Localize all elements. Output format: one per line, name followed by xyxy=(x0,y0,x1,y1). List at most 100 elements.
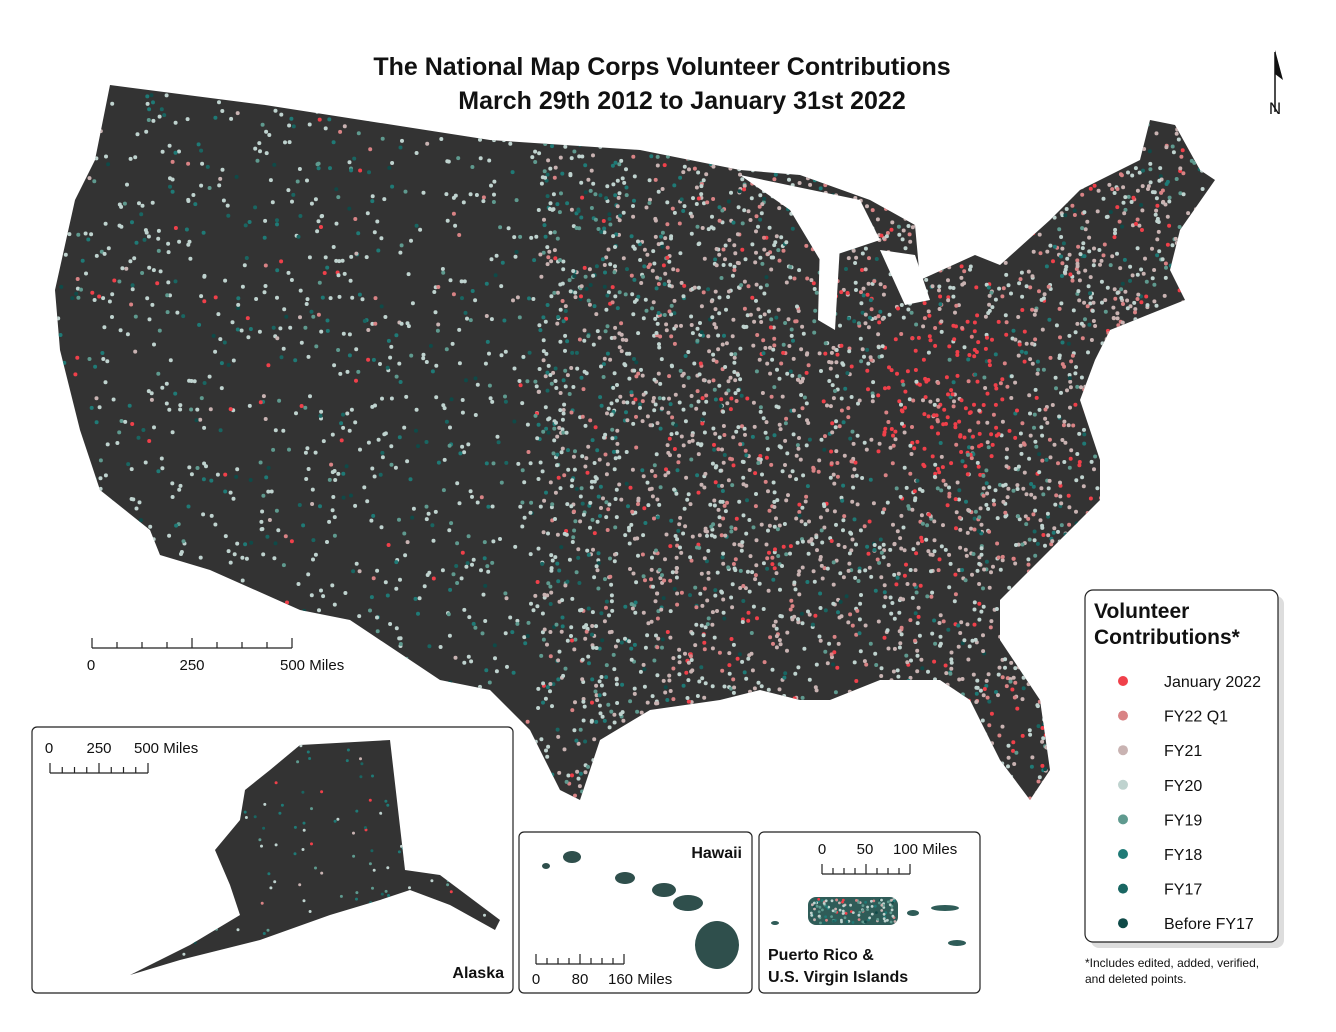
contribution-dot xyxy=(74,684,79,689)
contribution-dot xyxy=(657,567,662,572)
contribution-dot xyxy=(221,198,226,203)
contribution-dot xyxy=(1154,549,1159,554)
contribution-dot xyxy=(902,789,907,794)
contribution-dot xyxy=(682,765,687,770)
contribution-dot xyxy=(758,314,763,319)
contribution-dot xyxy=(741,482,746,487)
contribution-dot xyxy=(613,245,617,249)
contribution-dot xyxy=(704,559,709,564)
contribution-dot xyxy=(966,698,971,703)
contribution-dot xyxy=(759,522,764,527)
contribution-dot xyxy=(1004,455,1009,460)
contribution-dot xyxy=(915,653,920,658)
contribution-dot xyxy=(217,100,221,105)
contribution-dot xyxy=(947,491,952,496)
contribution-dot xyxy=(1214,500,1215,505)
contribution-dot xyxy=(623,636,627,641)
contribution-dot xyxy=(757,775,762,780)
contribution-dot xyxy=(315,109,320,114)
contribution-dot xyxy=(1180,148,1185,153)
contribution-dot xyxy=(164,93,169,98)
contribution-dot xyxy=(264,129,269,134)
contribution-dot xyxy=(870,208,875,213)
contribution-dot xyxy=(461,200,466,205)
contribution-dot xyxy=(1064,803,1068,807)
contribution-dot xyxy=(689,457,694,462)
contribution-dot xyxy=(70,170,75,175)
contribution-dot xyxy=(525,787,530,792)
contribution-dot xyxy=(1103,298,1108,303)
contribution-dot xyxy=(865,714,870,719)
contribution-dot xyxy=(878,754,883,759)
contribution-dot xyxy=(632,357,636,361)
contribution-dot xyxy=(745,569,750,574)
contribution-dot xyxy=(935,762,940,767)
contribution-dot xyxy=(1041,722,1046,727)
contribution-dot xyxy=(784,416,789,421)
contribution-dot xyxy=(555,727,560,732)
contribution-dot xyxy=(189,379,194,383)
contribution-dot xyxy=(965,622,970,627)
contribution-dot xyxy=(1030,361,1035,366)
contribution-dot xyxy=(918,151,923,156)
contribution-dot xyxy=(908,156,912,161)
contribution-dot xyxy=(773,619,778,624)
contribution-dot xyxy=(742,183,747,188)
contribution-dot xyxy=(923,376,928,381)
contribution-dot xyxy=(558,155,563,160)
contribution-dot xyxy=(841,714,846,719)
contribution-dot xyxy=(865,733,870,738)
contribution-dot xyxy=(1211,147,1215,152)
contribution-dot xyxy=(984,157,989,162)
contribution-dot xyxy=(702,647,707,652)
contribution-dot xyxy=(1101,422,1106,427)
contribution-dot xyxy=(713,588,718,593)
contribution-dot xyxy=(890,220,895,225)
contribution-dot xyxy=(668,635,673,640)
contribution-dot xyxy=(1115,205,1120,210)
contribution-dot xyxy=(144,230,149,235)
contribution-dot xyxy=(428,112,433,117)
contribution-dot xyxy=(613,525,618,530)
contribution-dot xyxy=(76,632,81,637)
contribution-dot xyxy=(574,738,579,743)
contribution-dot xyxy=(1069,448,1074,453)
contribution-dot xyxy=(1095,404,1099,409)
contribution-dot xyxy=(1024,341,1029,346)
contribution-dot xyxy=(459,279,464,284)
contribution-dot xyxy=(602,356,607,361)
contribution-dot xyxy=(694,622,699,627)
contribution-dot xyxy=(239,328,244,333)
contribution-dot xyxy=(77,510,82,515)
contribution-dot xyxy=(603,329,608,334)
contribution-dot xyxy=(1018,443,1023,448)
contribution-dot xyxy=(1044,264,1049,269)
contribution-dot xyxy=(702,256,707,261)
contribution-dot xyxy=(695,545,699,550)
contribution-dot xyxy=(592,737,597,742)
contribution-dot xyxy=(784,240,789,245)
contribution-dot xyxy=(771,325,776,330)
contribution-dot xyxy=(692,166,697,171)
contribution-dot xyxy=(490,504,495,509)
contribution-dot xyxy=(772,802,776,806)
contribution-dot xyxy=(622,362,627,367)
contribution-dot xyxy=(1132,395,1137,400)
contribution-dot xyxy=(854,255,859,260)
contribution-dot xyxy=(771,721,776,726)
contribution-dot xyxy=(656,282,661,286)
contribution-dot xyxy=(1163,202,1168,207)
contribution-dot xyxy=(467,615,472,620)
contribution-dot xyxy=(613,264,617,269)
contribution-dot xyxy=(515,618,520,623)
contribution-dot xyxy=(1192,448,1197,453)
contribution-dot xyxy=(1036,104,1041,109)
contribution-dot xyxy=(417,106,422,110)
contribution-dot xyxy=(245,316,250,321)
contribution-dot xyxy=(634,445,639,450)
contribution-dot xyxy=(1015,487,1020,491)
contribution-dot xyxy=(626,504,630,509)
contribution-dot xyxy=(890,461,895,466)
contribution-dot xyxy=(977,601,982,606)
contribution-dot xyxy=(907,759,912,763)
